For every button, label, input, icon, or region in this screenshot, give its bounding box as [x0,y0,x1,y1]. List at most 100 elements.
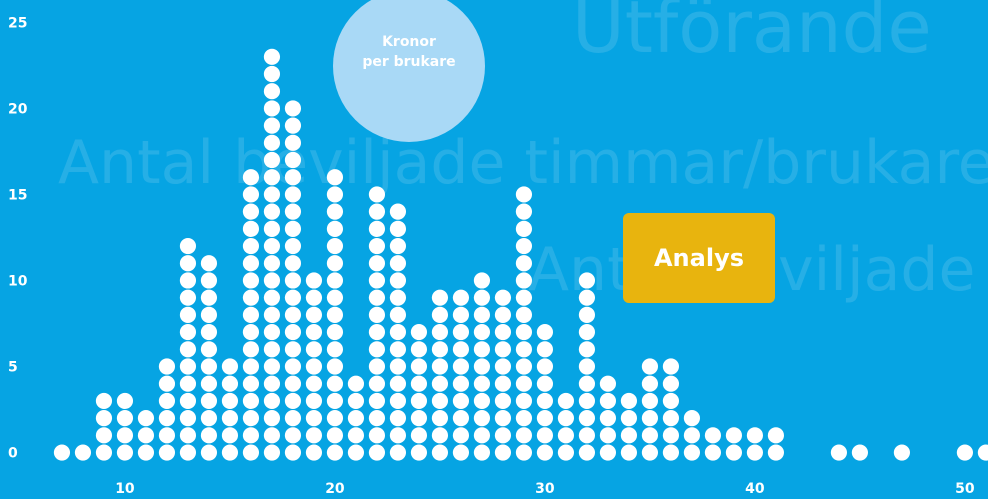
dot [494,375,512,392]
analys-button[interactable]: Analys [623,213,775,303]
dot [116,410,134,427]
dot [578,272,596,289]
dot [473,444,491,461]
dot [284,358,302,375]
dot [263,186,281,203]
dot [221,444,239,461]
dot [242,272,260,289]
dot [515,255,533,272]
dot [242,220,260,237]
dot [473,375,491,392]
dot [221,375,239,392]
dot [662,375,680,392]
dot-column [347,375,365,461]
dot [263,341,281,358]
dot [515,203,533,220]
dot [242,186,260,203]
dot [263,410,281,427]
dot [389,255,407,272]
dot [389,272,407,289]
dot [494,410,512,427]
dot [116,392,134,410]
y-tick-label: 10 [8,273,28,289]
dot [473,306,491,323]
dot [452,427,470,444]
dot [389,358,407,375]
dot [347,392,365,410]
dot [431,324,449,341]
dot [263,100,281,117]
dot [158,392,176,410]
dot [263,220,281,237]
dot [179,255,197,272]
button-bg[interactable] [623,213,775,303]
dot [263,169,281,186]
dot [179,324,197,341]
dot [578,392,596,410]
dot [368,237,386,255]
dot [347,444,365,461]
dot [746,427,763,444]
dot-column [200,255,218,461]
dot [263,151,281,169]
dot [431,375,449,392]
dot-column [452,289,470,461]
dot [620,427,638,444]
dot-column [53,444,71,461]
dot-column [410,324,428,461]
x-tick-label: 10 [115,481,135,497]
dot [326,427,344,444]
dot [284,134,302,151]
dot [557,427,575,444]
dot-column [263,48,281,461]
dot [284,306,302,323]
dot [326,255,344,272]
dot [473,324,491,341]
dot [368,272,386,289]
dot-column [494,289,512,461]
dot [452,341,470,358]
dot [284,410,302,427]
dot [452,289,470,306]
dot [389,306,407,323]
dot [179,427,197,444]
dot [326,410,344,427]
dot [704,444,722,461]
dot [494,306,512,323]
dot [368,306,386,323]
dot [494,324,512,341]
dot [515,324,533,341]
dot [242,203,260,220]
dot [578,427,596,444]
dot [515,358,533,375]
dot [578,306,596,323]
dot [263,375,281,392]
dot [305,324,323,341]
button-label[interactable]: Analys [654,244,744,272]
dot [683,410,701,427]
dot [578,324,596,341]
dot [263,272,281,289]
dot [389,341,407,358]
dot [515,410,533,427]
dot [452,306,470,323]
dot [515,289,533,306]
dot [494,289,512,306]
dot [515,392,533,410]
dot [515,272,533,289]
dot [263,358,281,375]
dot [599,392,617,410]
dot [620,444,638,461]
dot [473,272,491,289]
dot [137,427,155,444]
dot [158,358,176,375]
dot [452,444,470,461]
dot-column [557,392,575,461]
dot [410,358,428,375]
dot-column [851,444,868,461]
dot [200,375,218,392]
dot [284,255,302,272]
dot [662,392,680,410]
dot [368,220,386,237]
dot [263,134,281,151]
